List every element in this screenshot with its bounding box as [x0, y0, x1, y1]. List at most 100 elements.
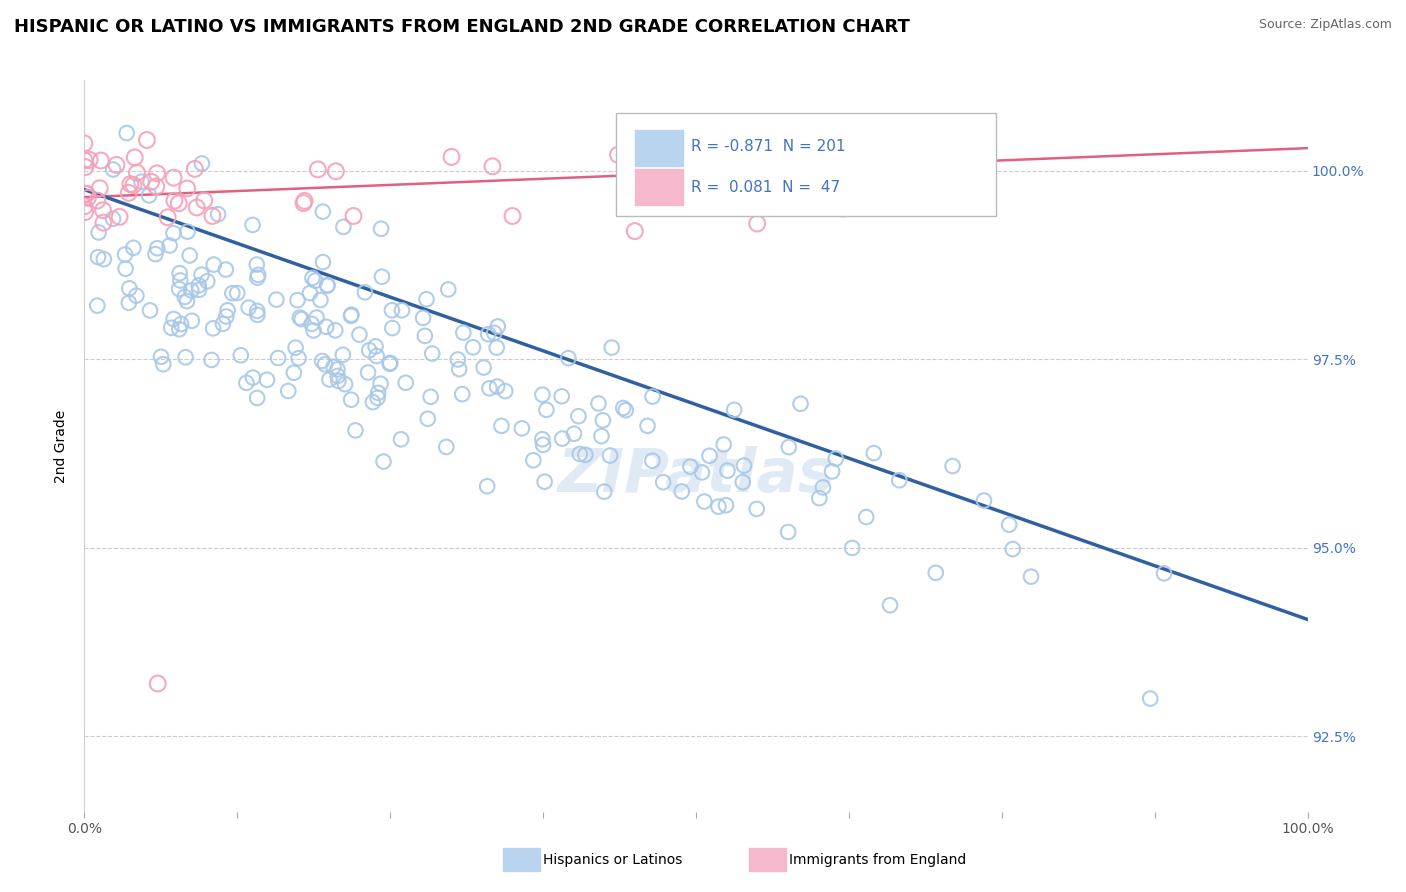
Point — [449, 362, 471, 376]
Point — [315, 319, 337, 334]
Point — [391, 303, 413, 318]
Point — [294, 194, 316, 208]
Point — [322, 359, 344, 374]
Point — [316, 278, 339, 293]
Point — [118, 295, 141, 310]
Point — [318, 372, 340, 386]
Point — [193, 194, 215, 208]
Point — [612, 401, 634, 415]
Point — [287, 351, 309, 366]
Point — [599, 449, 621, 463]
Point — [301, 317, 323, 331]
Point — [592, 413, 614, 427]
Point — [191, 156, 214, 170]
Point — [169, 273, 191, 287]
Point — [747, 217, 769, 231]
Point — [235, 376, 257, 390]
Point — [145, 179, 167, 194]
Point — [395, 376, 418, 390]
Point — [370, 376, 392, 391]
Point — [862, 446, 884, 460]
Point — [333, 377, 356, 392]
Point — [370, 221, 392, 235]
Point — [340, 309, 363, 323]
Point — [309, 293, 332, 307]
Point — [304, 274, 326, 288]
Point — [367, 391, 389, 405]
Point — [247, 268, 270, 282]
Point — [925, 566, 948, 580]
Point — [170, 317, 193, 331]
Point — [824, 451, 846, 466]
Point — [811, 480, 834, 494]
Point — [101, 162, 124, 177]
FancyBboxPatch shape — [636, 169, 682, 204]
Point — [288, 310, 311, 325]
Point — [699, 449, 721, 463]
Point — [221, 286, 243, 301]
Point — [1139, 691, 1161, 706]
Point — [180, 314, 202, 328]
Point — [486, 379, 509, 393]
Point — [821, 464, 844, 478]
Point — [246, 391, 269, 405]
Point — [141, 175, 163, 189]
Point — [86, 194, 108, 208]
Point — [1019, 569, 1042, 583]
Point — [1001, 542, 1024, 557]
Point — [75, 187, 97, 202]
Point — [328, 374, 350, 388]
Point — [118, 186, 141, 200]
Point — [652, 475, 675, 490]
Point — [76, 186, 98, 201]
Point — [789, 397, 811, 411]
Point — [307, 162, 329, 177]
Point — [125, 289, 148, 303]
Point — [160, 321, 183, 335]
Point — [173, 290, 195, 304]
Point — [77, 191, 100, 205]
Point — [713, 437, 735, 451]
Point — [305, 310, 328, 325]
Point — [312, 255, 335, 269]
Point — [440, 150, 463, 164]
Point — [246, 258, 269, 272]
Point — [326, 368, 349, 383]
Point — [226, 286, 249, 301]
Point — [998, 517, 1021, 532]
Point — [159, 238, 181, 252]
Point — [942, 458, 965, 473]
Point — [122, 178, 145, 192]
Point — [419, 390, 441, 404]
Point — [301, 271, 323, 285]
Point — [150, 350, 173, 364]
Point — [731, 475, 754, 489]
Point — [73, 136, 96, 151]
Point — [486, 319, 509, 334]
Point — [841, 541, 863, 555]
Point — [614, 403, 637, 417]
Point — [316, 278, 339, 293]
Point — [163, 194, 186, 208]
Point — [574, 448, 596, 462]
Point — [146, 241, 169, 255]
Point — [267, 351, 290, 365]
Point — [359, 343, 381, 358]
Point — [593, 484, 616, 499]
Point — [879, 598, 901, 612]
Point — [591, 429, 613, 443]
Point — [551, 389, 574, 403]
Point — [118, 281, 141, 295]
Point — [75, 160, 97, 174]
Point — [131, 175, 153, 189]
Point — [551, 432, 574, 446]
Point — [302, 323, 325, 337]
Point — [291, 312, 314, 326]
Point — [246, 304, 269, 318]
Point — [91, 203, 114, 218]
Point — [101, 211, 124, 226]
Point — [93, 216, 115, 230]
Point — [364, 339, 387, 353]
Text: HISPANIC OR LATINO VS IMMIGRANTS FROM ENGLAND 2ND GRADE CORRELATION CHART: HISPANIC OR LATINO VS IMMIGRANTS FROM EN… — [14, 18, 910, 36]
Y-axis label: 2nd Grade: 2nd Grade — [55, 409, 69, 483]
